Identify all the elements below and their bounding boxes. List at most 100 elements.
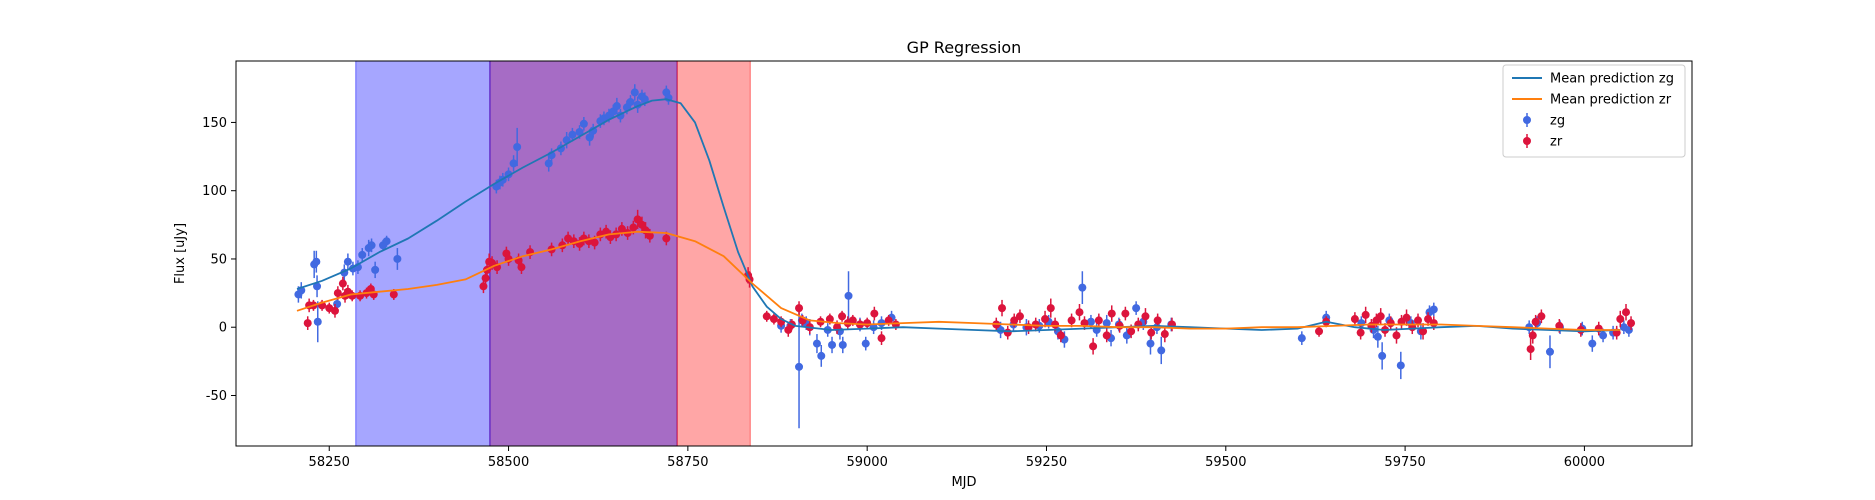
data-point-zr [1386, 319, 1395, 328]
y-tick-label: 50 [210, 252, 227, 267]
line-mean-prediction-zg [296, 98, 1621, 333]
data-point-zr [998, 304, 1007, 313]
data-point-zg [1086, 317, 1095, 326]
data-point-zg [838, 340, 847, 349]
y-tick-label: 0 [219, 321, 227, 336]
data-point-zr [1376, 312, 1385, 321]
data-point-zr [1127, 327, 1136, 336]
data-point-zg [343, 257, 352, 266]
data-point-zr [762, 312, 771, 321]
data-point-zr [633, 215, 642, 224]
x-tick-label: 59250 [1026, 455, 1067, 470]
data-point-zg [513, 143, 522, 152]
y-tick-label: -50 [206, 389, 227, 404]
prediction-lines [296, 98, 1621, 333]
data-point-zr [1356, 328, 1365, 337]
data-point-zg [568, 130, 577, 139]
data-point-zg [1588, 339, 1597, 348]
y-tick-label: 100 [202, 184, 227, 199]
data-point-zr [870, 309, 879, 318]
x-tick-label: 59000 [846, 455, 887, 470]
data-point-zr [602, 227, 611, 236]
data-point-zr [1041, 315, 1050, 324]
data-point-zr [1147, 328, 1156, 337]
legend-box [1502, 64, 1686, 158]
legend-label-zr: zr [1550, 135, 1563, 150]
data-point-zr [333, 289, 342, 298]
x-tick-label: 60000 [1564, 455, 1605, 470]
data-point-zr [1153, 316, 1162, 325]
data-point-zr [1526, 345, 1535, 354]
data-point-zg [1078, 283, 1087, 292]
data-point-zr [863, 319, 872, 328]
data-point-zg [612, 102, 621, 111]
data-point-zr [1089, 342, 1098, 351]
data-point-zg [1599, 331, 1608, 340]
data-point-zr [1094, 316, 1103, 325]
data-point-zr [1107, 309, 1116, 318]
data-point-zg [1157, 346, 1166, 355]
data-point-zr [389, 290, 398, 299]
legend-label-mean-zg: Mean prediction zg [1550, 72, 1674, 87]
data-point-zr [1429, 319, 1438, 328]
x-tick-label: 58750 [667, 455, 708, 470]
x-tick-label: 59500 [1205, 455, 1246, 470]
data-point-zr [517, 263, 526, 272]
data-point-zr [1361, 310, 1370, 319]
data-point-zg [1378, 351, 1387, 360]
data-point-zr [1031, 320, 1040, 329]
data-point-zr [1350, 315, 1359, 324]
data-point-zg [817, 351, 826, 360]
data-point-zr [1402, 313, 1411, 322]
data-point-zg [371, 265, 380, 274]
x-tick-label: 58500 [488, 455, 529, 470]
x-tick-label: 58250 [309, 455, 350, 470]
data-point-zg [1396, 361, 1405, 370]
data-point-zg [861, 339, 870, 348]
data-point-zr [662, 234, 671, 243]
data-point-zr [1010, 316, 1019, 325]
data-point-zr [1051, 320, 1060, 329]
data-point-zr [330, 306, 339, 315]
data-point-zr [1555, 321, 1564, 330]
data-point-zg [575, 127, 584, 136]
data-point-zr [1622, 308, 1631, 317]
data-point-zg [1429, 305, 1438, 314]
x-tick-label: 59750 [1384, 455, 1425, 470]
data-point-zr [884, 316, 893, 325]
data-point-zr [645, 231, 654, 240]
data-point-zr [1616, 315, 1625, 324]
data-point-zr [1424, 315, 1433, 324]
data-point-zr [1015, 312, 1024, 321]
data-point-zg [828, 340, 837, 349]
plot-frame [235, 60, 1693, 447]
chart-title: GP Regression [907, 38, 1022, 57]
data-point-zr [481, 274, 490, 283]
y-tick-label: 150 [202, 116, 227, 131]
data-point-zr [1141, 312, 1150, 321]
data-point-zg [1373, 332, 1382, 341]
data-point-zg [367, 241, 376, 250]
x-axis-label: MJD [951, 475, 976, 490]
data-point-zg [1545, 347, 1554, 356]
y-axis-ticks: -50 0 50 100 150 [202, 116, 236, 404]
data-point-zr [1392, 331, 1401, 340]
data-point-zg [630, 88, 639, 97]
data-point-zr [1046, 304, 1055, 313]
data-point-zg [795, 362, 804, 371]
data-point-zr [1537, 312, 1546, 321]
data-point-zr [848, 316, 857, 325]
data-point-zg [358, 250, 367, 259]
data-point-zr [825, 315, 834, 324]
data-point-zg [1102, 319, 1111, 328]
data-point-zr [1419, 327, 1428, 336]
data-point-zr [1056, 331, 1065, 340]
data-point-zg [1146, 339, 1155, 348]
data-point-zr [590, 238, 599, 247]
data-point-zr [795, 304, 804, 313]
data-point-zg [812, 339, 821, 348]
data-point-zr [877, 334, 886, 343]
data-point-zr [338, 279, 347, 288]
data-point-zg [544, 159, 553, 168]
